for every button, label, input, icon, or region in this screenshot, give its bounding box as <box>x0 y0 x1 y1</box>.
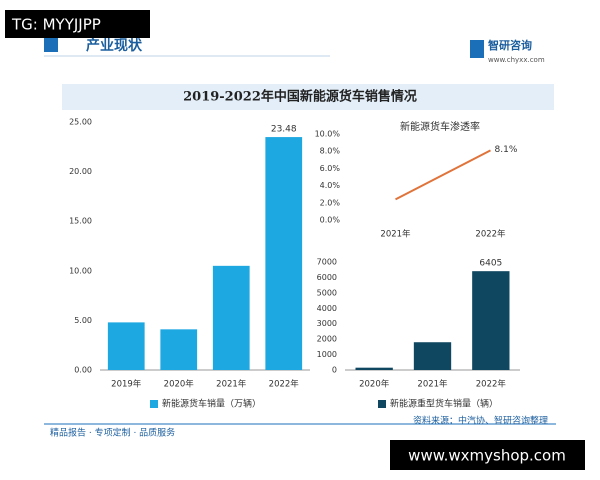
watermark: www.wxmyshop.com <box>408 447 566 465</box>
y-tick-label: 20.00 <box>69 167 92 176</box>
overlay-text: TG: MYYJJPP <box>11 16 101 34</box>
legend-swatch <box>150 400 158 408</box>
chart-title: 新能源货车渗透率 <box>400 120 480 133</box>
y-tick-label: 0.00 <box>74 366 92 375</box>
line <box>395 149 491 201</box>
overlay-box <box>5 10 150 38</box>
y-tick-label: 3000 <box>317 319 337 328</box>
legend-label: 新能源货车销量（万辆） <box>162 398 261 410</box>
bar <box>413 342 452 370</box>
bar <box>160 329 198 370</box>
y-tick-label: 4000 <box>317 304 337 313</box>
section-icon <box>44 38 58 52</box>
brand-url: www.chyxx.com <box>488 56 545 64</box>
brand-logo <box>470 40 484 58</box>
bar <box>212 265 250 370</box>
y-tick-label: 5000 <box>317 288 337 297</box>
x-tick-label: 2021年 <box>216 379 247 390</box>
value-label: 6405 <box>479 259 502 269</box>
bar <box>265 137 303 370</box>
y-tick-label: 4.0% <box>320 181 341 190</box>
x-tick-label: 2021年 <box>417 379 448 390</box>
y-tick-label: 10.0% <box>315 130 341 139</box>
x-tick-label: 2022年 <box>269 379 300 390</box>
watermark-box <box>390 440 585 470</box>
y-tick-label: 2000 <box>317 335 337 344</box>
x-tick-label: 2022年 <box>475 229 506 240</box>
x-tick-label: 2019年 <box>111 379 142 390</box>
title-band <box>62 84 554 110</box>
bar <box>355 367 393 370</box>
legend-label: 新能源重型货车销量（辆） <box>390 398 498 410</box>
y-tick-label: 8.0% <box>320 147 341 156</box>
y-tick-label: 1000 <box>317 350 337 359</box>
section-title: 产业现状 <box>86 37 143 54</box>
brand: 智研咨询 <box>488 38 532 52</box>
footer-slogan: 精品报告 · 专项定制 · 品质服务 <box>50 427 175 439</box>
x-tick-label: 2022年 <box>476 379 507 390</box>
x-tick-label: 2020年 <box>359 379 390 390</box>
y-tick-label: 0 <box>332 366 337 375</box>
bar <box>107 322 145 370</box>
main-title: 2019-2022年中国新能源货车销售情况 <box>183 89 417 105</box>
y-tick-label: 7000 <box>317 258 337 267</box>
y-tick-label: 2.0% <box>320 198 341 207</box>
y-tick-label: 6.0% <box>320 164 341 173</box>
y-tick-label: 10.00 <box>69 266 92 275</box>
bar <box>472 271 510 370</box>
value-label: 8.1% <box>495 145 518 155</box>
y-tick-label: 15.00 <box>69 217 92 226</box>
source: 资料来源：中汽协、智研咨询整理 <box>413 415 548 427</box>
y-tick-label: 25.00 <box>69 118 92 127</box>
y-tick-label: 6000 <box>317 273 337 282</box>
x-tick-label: 2020年 <box>164 379 195 390</box>
y-tick-label: 5.00 <box>74 316 92 325</box>
value-label: 23.48 <box>271 125 297 135</box>
y-tick-label: 0.0% <box>320 216 341 225</box>
x-tick-label: 2021年 <box>380 229 411 240</box>
legend-swatch <box>378 400 386 408</box>
